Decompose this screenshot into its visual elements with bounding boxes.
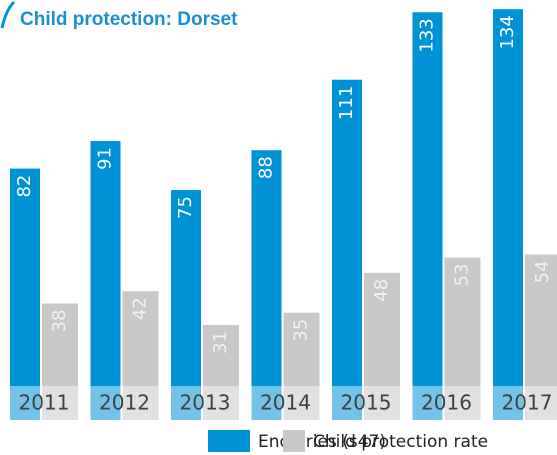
bar <box>493 9 523 420</box>
category-band <box>90 386 159 420</box>
legend-swatch <box>283 430 305 452</box>
category-band <box>332 386 400 420</box>
value-label: 35 <box>291 319 312 342</box>
value-label: 54 <box>532 260 553 283</box>
category-band <box>493 386 557 420</box>
value-label: 111 <box>336 86 357 120</box>
value-label: 88 <box>256 156 277 179</box>
corner-arc <box>0 0 16 29</box>
bar <box>10 168 40 420</box>
x-tick-label: 2015 <box>341 391 392 415</box>
x-tick-label: 2014 <box>260 391 311 415</box>
bar <box>364 272 400 420</box>
legend-label: Child protection rate <box>313 432 488 452</box>
x-tick-label: 2016 <box>421 391 472 415</box>
x-tick-label: 2013 <box>180 391 231 415</box>
legend-swatch <box>208 430 250 452</box>
value-label: 38 <box>49 310 70 333</box>
bar <box>412 12 443 420</box>
value-label: 82 <box>14 175 35 198</box>
category-band <box>171 386 239 420</box>
value-label: 42 <box>130 297 151 320</box>
bar <box>42 303 78 420</box>
x-tick-label: 2012 <box>99 391 150 415</box>
bar <box>203 324 239 420</box>
chart-title: Child protection: Dorset <box>20 9 238 30</box>
bar <box>444 257 481 420</box>
value-label: 133 <box>417 18 438 52</box>
bar <box>171 190 201 420</box>
value-label: 75 <box>175 196 196 219</box>
value-label: 53 <box>452 264 473 287</box>
value-label: 48 <box>371 279 392 302</box>
category-band <box>251 386 320 420</box>
bar <box>251 150 282 420</box>
value-label: 91 <box>95 147 116 170</box>
value-label: 31 <box>210 331 231 354</box>
x-tick-label: 2011 <box>19 391 70 415</box>
bar <box>90 141 121 420</box>
bar <box>122 291 159 420</box>
x-tick-label: 2017 <box>502 391 553 415</box>
value-label: 134 <box>497 15 518 49</box>
bar <box>525 254 557 420</box>
bar <box>283 312 320 420</box>
category-band <box>412 386 481 420</box>
category-band <box>10 386 78 420</box>
bar <box>332 79 362 420</box>
